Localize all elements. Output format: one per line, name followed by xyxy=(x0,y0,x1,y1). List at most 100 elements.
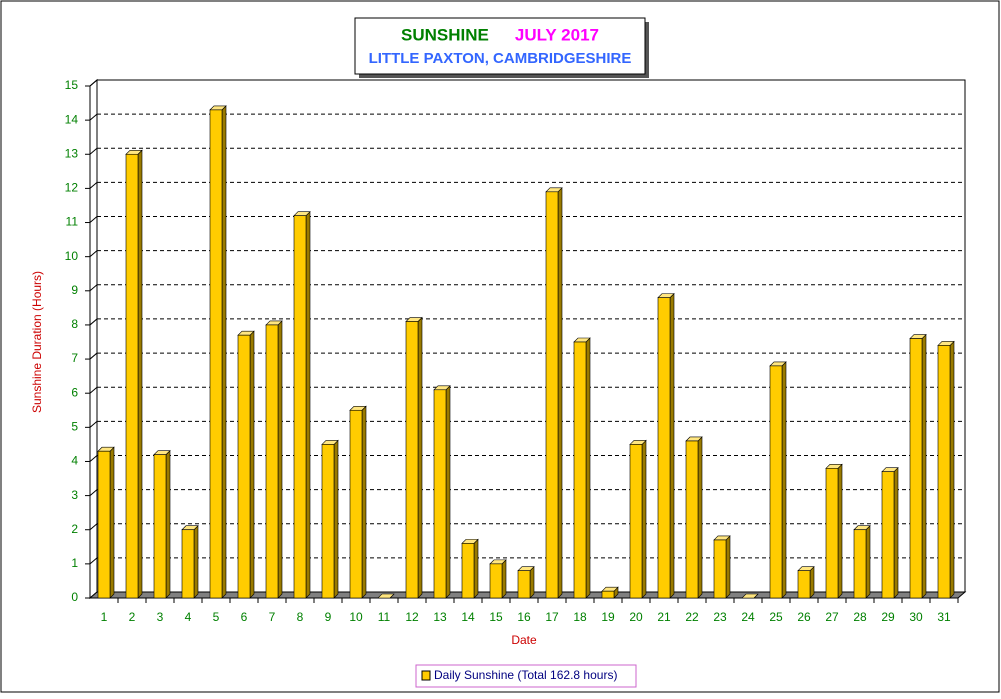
x-tick-label: 23 xyxy=(713,610,727,624)
bar xyxy=(433,389,447,599)
x-tick-label: 18 xyxy=(573,610,587,624)
x-tick-label: 25 xyxy=(769,610,783,624)
bar xyxy=(461,543,475,599)
y-tick-label: 0 xyxy=(71,590,78,604)
bar xyxy=(769,365,783,599)
x-tick-label: 17 xyxy=(545,610,559,624)
grid-line xyxy=(89,113,98,121)
bar-side xyxy=(137,149,143,599)
grid-line xyxy=(89,79,98,87)
y-tick-label: 8 xyxy=(71,317,78,331)
x-tick-label: 15 xyxy=(489,610,503,624)
x-tick-label: 30 xyxy=(909,610,923,624)
bar xyxy=(629,444,643,599)
bar xyxy=(349,409,363,599)
y-tick-label: 12 xyxy=(65,181,79,195)
bar xyxy=(853,529,867,599)
bar-side xyxy=(249,330,255,599)
bar xyxy=(909,338,923,599)
bar-side xyxy=(333,439,339,599)
bar-side xyxy=(445,385,451,599)
bar-side xyxy=(361,405,367,599)
grid-line xyxy=(89,284,98,292)
grid-line xyxy=(89,216,98,223)
bar-side xyxy=(697,436,703,599)
bar-side xyxy=(669,292,675,599)
bar-side xyxy=(641,439,647,599)
bar xyxy=(797,570,811,599)
bar-side xyxy=(277,320,283,599)
bar xyxy=(125,153,139,599)
bar-side xyxy=(193,525,199,599)
grid-line xyxy=(89,318,98,326)
y-tick-label: 7 xyxy=(71,351,78,365)
y-tick-label: 1 xyxy=(71,556,78,570)
grid-line xyxy=(89,420,98,428)
x-tick-label: 31 xyxy=(937,610,951,624)
grid-line xyxy=(89,182,98,189)
x-tick-label: 24 xyxy=(741,610,755,624)
bar-side xyxy=(921,333,927,599)
y-tick-label: 3 xyxy=(71,488,78,502)
x-tick-label: 7 xyxy=(269,610,276,624)
bar xyxy=(237,334,251,599)
x-tick-label: 14 xyxy=(461,610,475,624)
bar-side xyxy=(557,187,563,599)
grid-line xyxy=(89,147,98,155)
y-tick-label: 10 xyxy=(65,249,79,263)
x-tick-label: 22 xyxy=(685,610,699,624)
title-box xyxy=(354,17,646,75)
bar-side xyxy=(529,565,535,599)
x-tick-label: 9 xyxy=(325,610,332,624)
x-tick-label: 20 xyxy=(629,610,643,624)
grid-line xyxy=(89,386,98,394)
bar-side xyxy=(473,538,479,599)
grid-line xyxy=(89,489,98,496)
bar-side xyxy=(221,105,227,599)
chart-subtitle: LITTLE PAXTON, CAMBRIDGESHIRE xyxy=(369,50,632,67)
legend-label: Daily Sunshine (Total 162.8 hours) xyxy=(434,668,617,682)
bar-side xyxy=(893,466,899,599)
x-tick-label: 13 xyxy=(433,610,447,624)
bar xyxy=(685,440,699,599)
bar xyxy=(209,109,223,599)
x-tick-label: 10 xyxy=(349,610,363,624)
bar-side xyxy=(501,559,507,599)
x-tick-label: 4 xyxy=(185,610,192,624)
bar xyxy=(881,471,895,599)
bar xyxy=(601,590,615,599)
x-tick-label: 26 xyxy=(797,610,811,624)
bar xyxy=(825,467,839,599)
x-tick-label: 27 xyxy=(825,610,839,624)
bar xyxy=(545,191,559,599)
bar xyxy=(937,345,951,599)
bar xyxy=(321,444,335,599)
bar-side xyxy=(837,463,843,599)
bar-side xyxy=(809,565,815,599)
x-tick-label: 28 xyxy=(853,610,867,624)
grid-line xyxy=(89,455,98,462)
grid-line xyxy=(89,352,98,360)
bar-top xyxy=(741,593,759,599)
grid-line xyxy=(89,523,98,531)
bar xyxy=(405,321,419,599)
bar-top xyxy=(377,593,395,599)
bar-side xyxy=(417,316,423,599)
y-tick-label: 11 xyxy=(66,215,79,229)
bar xyxy=(517,570,531,599)
x-tick-label: 19 xyxy=(601,610,615,624)
bar xyxy=(153,454,167,599)
bar-side xyxy=(109,446,115,599)
bar-side xyxy=(585,337,591,599)
y-tick-label: 2 xyxy=(71,522,78,536)
x-tick-label: 29 xyxy=(881,610,895,624)
bar-side xyxy=(165,449,171,599)
bar xyxy=(713,539,727,599)
bar xyxy=(293,215,307,599)
legend-box xyxy=(415,664,637,688)
chart-title: SUNSHINE xyxy=(401,25,489,44)
bar-side xyxy=(949,340,955,599)
grid-line xyxy=(89,250,98,258)
bar xyxy=(97,450,111,599)
bar-side xyxy=(305,210,311,599)
